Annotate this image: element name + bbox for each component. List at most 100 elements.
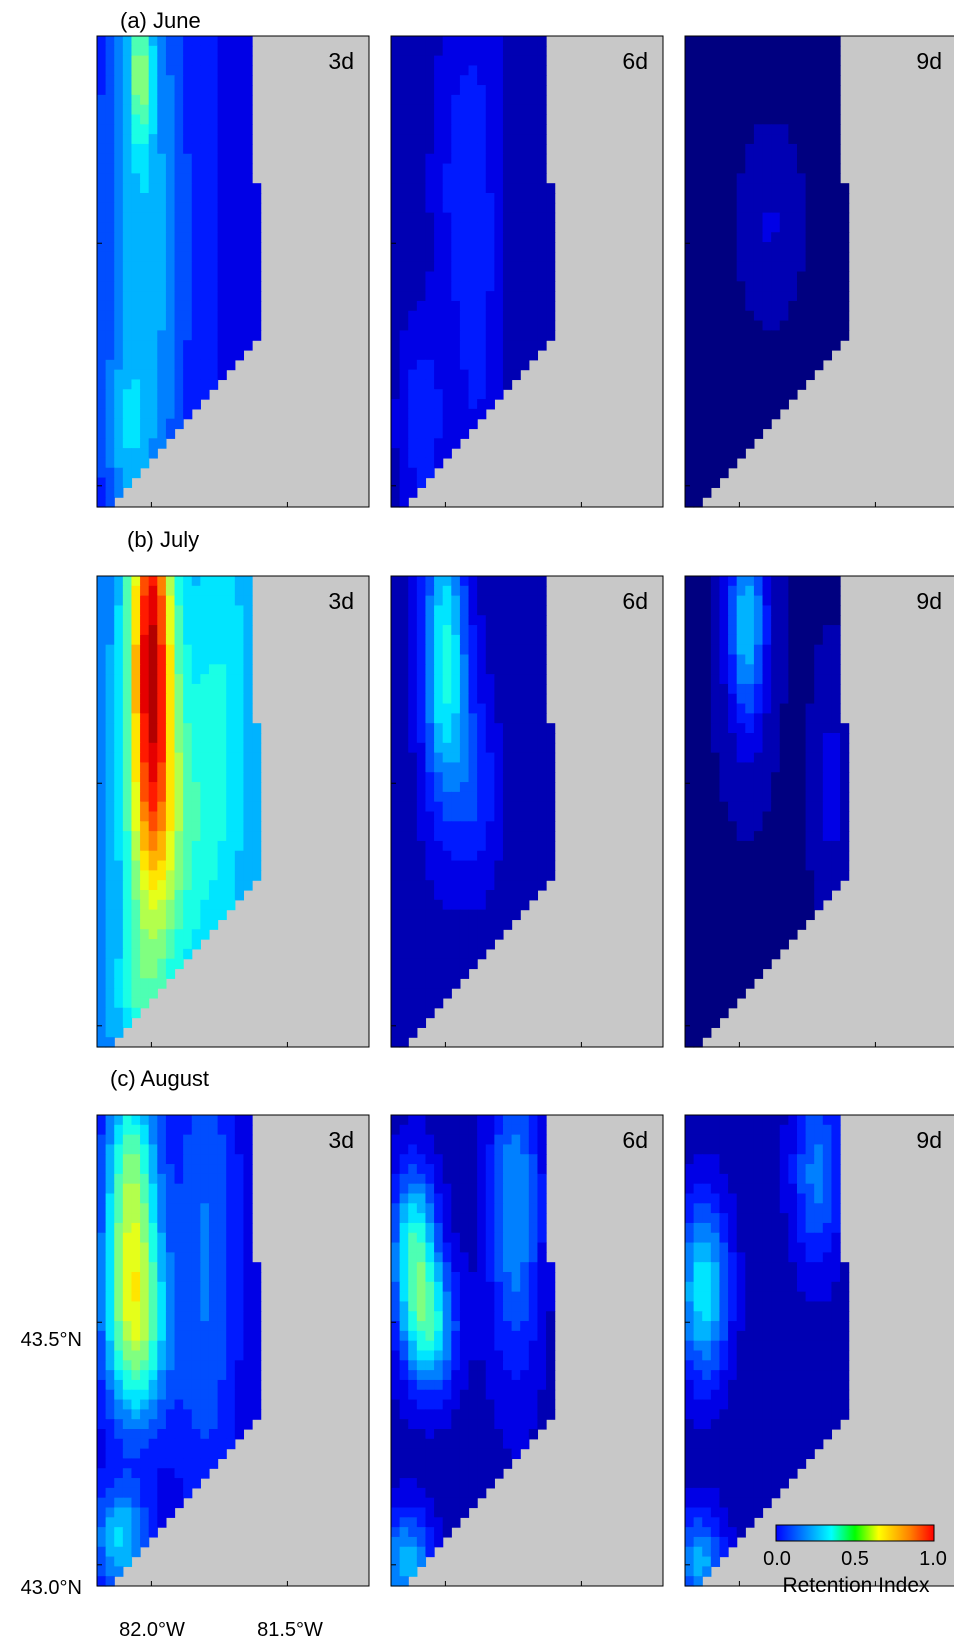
heatmap-cell xyxy=(788,860,798,871)
heatmap-cell xyxy=(831,75,841,86)
heatmap-cell xyxy=(165,1203,176,1214)
heatmap-cell xyxy=(157,202,167,214)
heatmap-cell xyxy=(546,772,556,783)
heatmap-cell xyxy=(719,654,729,665)
heatmap-cell xyxy=(114,899,124,911)
heatmap-cell xyxy=(183,389,193,400)
heatmap-cell xyxy=(520,625,530,636)
heatmap-cell xyxy=(165,242,176,253)
heatmap-cell xyxy=(459,585,470,597)
heatmap-cell xyxy=(416,399,427,410)
heatmap-cell xyxy=(157,1173,167,1185)
heatmap-cell xyxy=(477,251,487,263)
heatmap-cell xyxy=(114,1262,124,1273)
heatmap-cell xyxy=(736,379,746,390)
heatmap-cell xyxy=(537,173,547,184)
heatmap-cell xyxy=(122,997,133,1009)
heatmap-cell xyxy=(451,791,461,803)
heatmap-cell xyxy=(685,801,695,813)
heatmap-cell xyxy=(494,762,504,773)
heatmap-cell xyxy=(97,860,107,871)
heatmap-cell xyxy=(226,1350,236,1361)
heatmap-cell xyxy=(511,576,521,587)
heatmap-cell xyxy=(805,585,815,597)
heatmap-cell xyxy=(477,350,487,361)
heatmap-cell xyxy=(157,340,167,351)
heatmap-cell xyxy=(831,634,841,646)
heatmap-cell xyxy=(710,840,721,852)
heatmap-cell xyxy=(157,300,167,312)
heatmap-cell xyxy=(745,124,755,135)
heatmap-cell xyxy=(226,1301,236,1312)
heatmap-cell xyxy=(183,65,193,76)
heatmap-cell xyxy=(528,173,539,184)
heatmap-cell xyxy=(114,1115,124,1126)
heatmap-cell xyxy=(485,379,495,390)
heatmap-cell xyxy=(762,772,772,783)
heatmap-cell xyxy=(520,821,530,832)
heatmap-cell xyxy=(425,134,435,145)
heatmap-cell xyxy=(114,1281,124,1293)
heatmap-cell xyxy=(685,85,695,96)
heatmap-cell xyxy=(114,880,124,891)
heatmap-cell xyxy=(157,379,167,390)
heatmap-cell xyxy=(788,143,798,155)
heatmap-cell xyxy=(97,840,107,852)
heatmap-cell xyxy=(174,576,184,587)
heatmap-cell xyxy=(226,860,236,871)
heatmap-cell xyxy=(710,939,721,950)
heatmap-cell xyxy=(693,369,703,381)
heatmap-cell xyxy=(702,232,712,243)
heatmap-cell xyxy=(459,104,470,116)
heatmap-cell xyxy=(191,929,201,940)
heatmap-cell xyxy=(805,811,815,822)
heatmap-cell xyxy=(165,733,176,744)
heatmap-cell xyxy=(719,399,729,410)
heatmap-cell xyxy=(710,143,721,155)
heatmap-cell xyxy=(693,723,703,734)
heatmap-cell xyxy=(796,585,807,597)
heatmap-cell xyxy=(157,173,167,184)
heatmap-cell xyxy=(416,968,427,979)
heatmap-cell xyxy=(710,251,721,263)
heatmap-cell xyxy=(243,1330,253,1342)
heatmap-cell xyxy=(416,477,427,488)
heatmap-cell xyxy=(546,840,556,852)
heatmap-cell xyxy=(200,134,210,145)
heatmap-cell xyxy=(814,242,824,253)
heatmap-cell xyxy=(226,1272,236,1283)
heatmap-cell xyxy=(148,183,158,194)
heatmap-cell xyxy=(702,703,712,714)
heatmap-cell xyxy=(502,644,513,656)
heatmap-cell xyxy=(710,968,721,979)
heatmap-cell xyxy=(114,183,124,194)
heatmap-cell xyxy=(459,379,470,390)
heatmap-cell xyxy=(477,742,487,754)
heatmap-cell xyxy=(408,310,418,322)
heatmap-cell xyxy=(840,193,850,204)
heatmap-cell xyxy=(434,438,444,449)
heatmap-cell xyxy=(243,1311,253,1322)
heatmap-cell xyxy=(805,890,815,901)
heatmap-cell xyxy=(97,163,107,174)
heatmap-cell xyxy=(528,350,539,361)
heatmap-cell xyxy=(831,45,841,57)
heatmap-cell xyxy=(157,585,167,597)
heatmap-cell xyxy=(97,674,107,685)
heatmap-cell xyxy=(391,399,401,410)
heatmap-cell xyxy=(131,997,141,1009)
heatmap-cell xyxy=(157,811,167,822)
heatmap-cell xyxy=(546,733,556,744)
heatmap-cell xyxy=(140,389,150,400)
heatmap-cell xyxy=(140,703,150,714)
heatmap-cell xyxy=(122,251,133,263)
heatmap-cell xyxy=(520,300,530,312)
heatmap-cell xyxy=(745,232,755,243)
heatmap-cell xyxy=(442,703,452,714)
heatmap-cell xyxy=(745,733,755,744)
heatmap-cell xyxy=(494,831,504,842)
heatmap-cell xyxy=(451,723,461,734)
heatmap-cell xyxy=(736,310,746,322)
heatmap-cell xyxy=(502,379,513,390)
heatmap-cell xyxy=(442,251,452,263)
